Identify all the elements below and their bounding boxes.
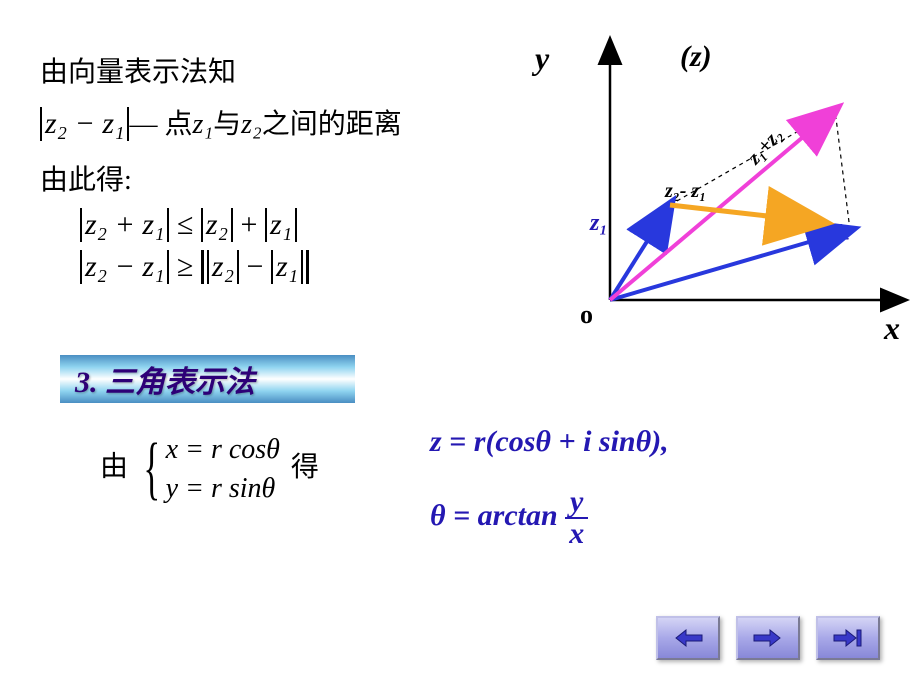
next-icon [752,626,784,650]
distance-line: z₂ − z₁— 点z₁与z₂之间的距离 [40,102,540,142]
next-button[interactable] [736,616,800,660]
trig-form-equations: z = r(cosθ + i sinθ), θ = arctan y x [430,425,669,549]
theta-arctan: θ = arctan y x [430,487,669,549]
end-icon [832,626,864,650]
prev-button[interactable] [656,616,720,660]
z-polar-form: z = r(cosθ + i sinθ), [430,425,669,459]
intro-text: 由向量表示法知 [40,50,540,90]
xy-parametric: 由 { x = r cosθ y = r sinθ 得 [100,430,319,508]
hence-text: 由此得: [40,158,540,198]
end-button[interactable] [816,616,880,660]
section-header: 3. 三角表示法 [60,355,355,403]
complex-plane-diagram [540,30,910,360]
inequality-2: z₂ − z₁ ≥ z₂ − z₁ [80,250,540,284]
prev-icon [672,626,704,650]
inequality-1: z₂ + z₁ ≤ z₂ + z₁ [80,208,540,242]
